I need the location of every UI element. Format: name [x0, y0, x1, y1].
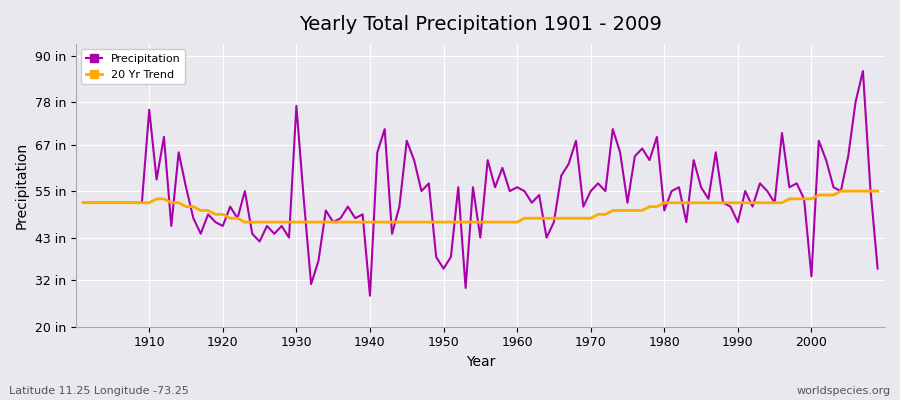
Text: Latitude 11.25 Longitude -73.25: Latitude 11.25 Longitude -73.25	[9, 386, 189, 396]
Legend: Precipitation, 20 Yr Trend: Precipitation, 20 Yr Trend	[81, 50, 185, 84]
X-axis label: Year: Year	[465, 355, 495, 369]
Title: Yearly Total Precipitation 1901 - 2009: Yearly Total Precipitation 1901 - 2009	[299, 15, 662, 34]
Y-axis label: Precipitation: Precipitation	[15, 142, 29, 229]
Text: worldspecies.org: worldspecies.org	[796, 386, 891, 396]
